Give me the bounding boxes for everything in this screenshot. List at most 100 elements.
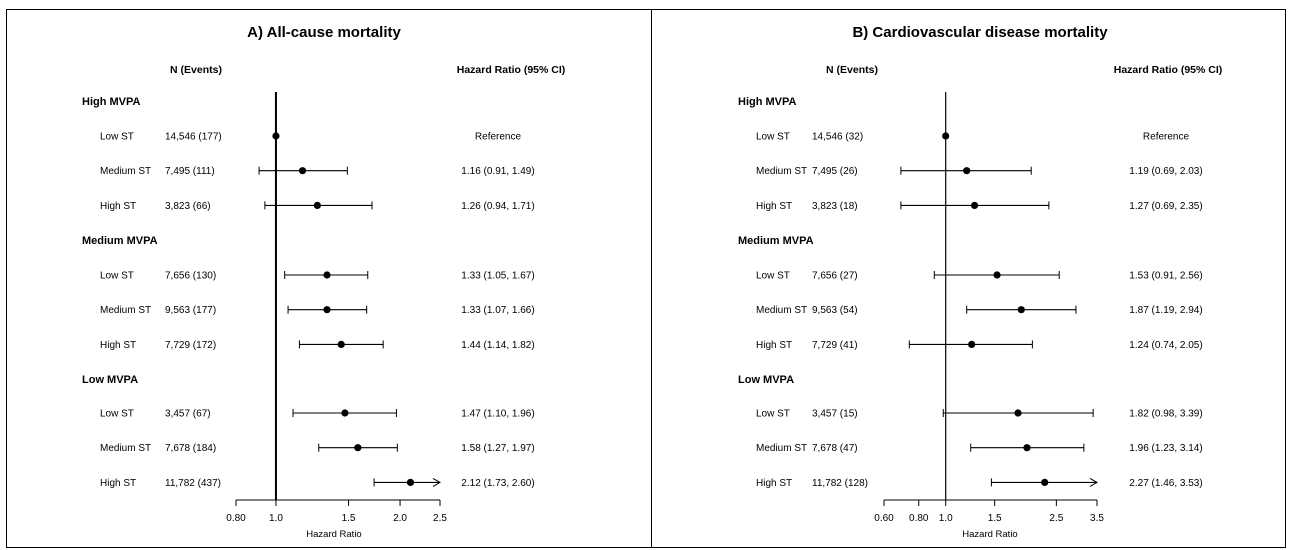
n-events-header: N (Events): [826, 64, 878, 76]
hazard-ratio-header: Hazard Ratio (95% CI): [457, 64, 566, 76]
hazard-ratio-value: 2.12 (1.73, 2.60): [461, 478, 534, 489]
row-label: Medium ST: [100, 305, 151, 316]
panel-all-cause: A) All-cause mortality N (Events) Hazard…: [82, 24, 565, 540]
x-axis-label: Hazard Ratio: [962, 529, 1017, 540]
hazard-ratio-value: 1.47 (1.10, 1.96): [461, 409, 534, 420]
point-estimate: [1041, 478, 1049, 486]
panel-title: B) Cardiovascular disease mortality: [852, 24, 1108, 41]
row-label: Low ST: [100, 271, 134, 282]
row-label: Medium ST: [756, 166, 807, 177]
hazard-ratio-value: 1.82 (0.98, 3.39): [1129, 409, 1202, 420]
row-label: Medium ST: [756, 443, 807, 454]
point-estimate: [298, 167, 307, 175]
n-events-value: 3,457 (15): [812, 409, 858, 420]
row-label: Low ST: [756, 132, 790, 143]
x-tick-label: 1.0: [939, 513, 953, 524]
point-estimate: [1017, 306, 1025, 314]
x-tick-label: 0.80: [226, 513, 246, 524]
x-tick-label: 1.5: [342, 513, 356, 524]
n-events-value: 7,495 (111): [165, 166, 215, 177]
x-tick-label: 1.5: [988, 513, 1002, 524]
point-estimate: [963, 167, 971, 175]
n-events-value: 14,546 (177): [165, 132, 222, 143]
row-label: Low ST: [100, 409, 134, 420]
n-events-value: 7,729 (172): [165, 340, 216, 351]
plot-layer: 0.60 0.80 1.0 1.5 2.5 3.5 High MVPA Low ST 14,54…: [738, 92, 1203, 524]
x-tick-label: 0.60: [874, 513, 894, 524]
point-estimate: [1014, 409, 1022, 417]
x-tick-label: 1.0: [269, 513, 283, 524]
n-events-value: 3,823 (66): [165, 201, 211, 212]
point-estimate: [323, 306, 331, 314]
point-estimate: [968, 340, 976, 348]
row-label: Low ST: [756, 271, 790, 282]
point-estimate: [337, 340, 345, 348]
point-estimate: [993, 271, 1001, 279]
n-events-header: N (Events): [170, 64, 222, 76]
n-events-value: 7,729 (41): [812, 340, 858, 351]
x-tick-label: 3.5: [1090, 513, 1104, 524]
n-events-value: 7,678 (184): [165, 443, 216, 454]
n-events-value: 11,782 (437): [165, 478, 221, 489]
group-label: Low MVPA: [738, 374, 794, 386]
hazard-ratio-value: 1.26 (0.94, 1.71): [461, 201, 534, 212]
hazard-ratio-value: Reference: [1143, 132, 1190, 143]
point-estimate: [354, 444, 362, 452]
ci-arrow: [432, 477, 442, 487]
point-estimate: [970, 201, 979, 209]
hazard-ratio-value: 1.44 (1.14, 1.82): [461, 340, 534, 351]
hazard-ratio-value: 1.19 (0.69, 2.03): [1129, 166, 1202, 177]
plot-layer: 0.80 1.0 1.5 2.0 2.5 High MVPA Low ST 14,546 (1…: [82, 92, 535, 524]
hazard-ratio-value: 1.87 (1.19, 2.94): [1129, 305, 1202, 316]
point-estimate: [272, 132, 280, 140]
group-label: Medium MVPA: [82, 235, 158, 247]
row-label: High ST: [756, 478, 792, 489]
x-tick-label: 2.0: [393, 513, 407, 524]
row-label: High ST: [756, 340, 792, 351]
x-tick-label: 0.80: [909, 513, 929, 524]
n-events-value: 7,495 (26): [812, 166, 858, 177]
hazard-ratio-value: 2.27 (1.46, 3.53): [1129, 478, 1202, 489]
x-tick-label: 2.5: [433, 513, 447, 524]
hazard-ratio-header: Hazard Ratio (95% CI): [1114, 64, 1223, 76]
n-events-value: 9,563 (177): [165, 305, 216, 316]
group-label: Medium MVPA: [738, 235, 814, 247]
n-events-value: 7,656 (27): [812, 271, 858, 282]
n-events-value: 3,823 (18): [812, 201, 858, 212]
row-label: High ST: [756, 201, 792, 212]
x-tick-label: 2.5: [1049, 513, 1063, 524]
hazard-ratio-value: 1.16 (0.91, 1.49): [461, 166, 534, 177]
n-events-value: 9,563 (54): [812, 305, 858, 316]
row-label: High ST: [100, 340, 136, 351]
row-label: Medium ST: [100, 166, 151, 177]
panel-title: A) All-cause mortality: [247, 24, 401, 41]
point-estimate: [313, 201, 321, 209]
group-label: High MVPA: [738, 96, 797, 108]
point-estimate: [406, 478, 415, 486]
hazard-ratio-value: 1.96 (1.23, 3.14): [1129, 443, 1202, 454]
group-label: High MVPA: [82, 96, 141, 108]
hazard-ratio-value: 1.27 (0.69, 2.35): [1129, 201, 1202, 212]
n-events-value: 7,678 (47): [812, 443, 858, 454]
point-estimate: [323, 271, 331, 279]
row-label: High ST: [100, 201, 136, 212]
point-estimate: [942, 132, 950, 140]
row-label: Medium ST: [756, 305, 807, 316]
n-events-value: 3,457 (67): [165, 409, 211, 420]
hazard-ratio-value: 1.53 (0.91, 2.56): [1129, 271, 1202, 282]
hazard-ratio-value: 1.58 (1.27, 1.97): [461, 443, 534, 454]
panel-cardiovascular: B) Cardiovascular disease mortality N (E…: [738, 24, 1222, 540]
row-label: Low ST: [756, 409, 790, 420]
point-estimate: [341, 409, 349, 417]
n-events-value: 14,546 (32): [812, 132, 863, 143]
row-label: Low ST: [100, 132, 134, 143]
n-events-value: 7,656 (130): [165, 271, 216, 282]
hazard-ratio-value: 1.33 (1.07, 1.66): [461, 305, 534, 316]
x-axis-label: Hazard Ratio: [306, 529, 361, 540]
point-estimate: [1023, 444, 1031, 452]
ci-arrow: [1089, 477, 1099, 487]
hazard-ratio-value: 1.33 (1.05, 1.67): [461, 271, 534, 282]
row-label: High ST: [100, 478, 136, 489]
